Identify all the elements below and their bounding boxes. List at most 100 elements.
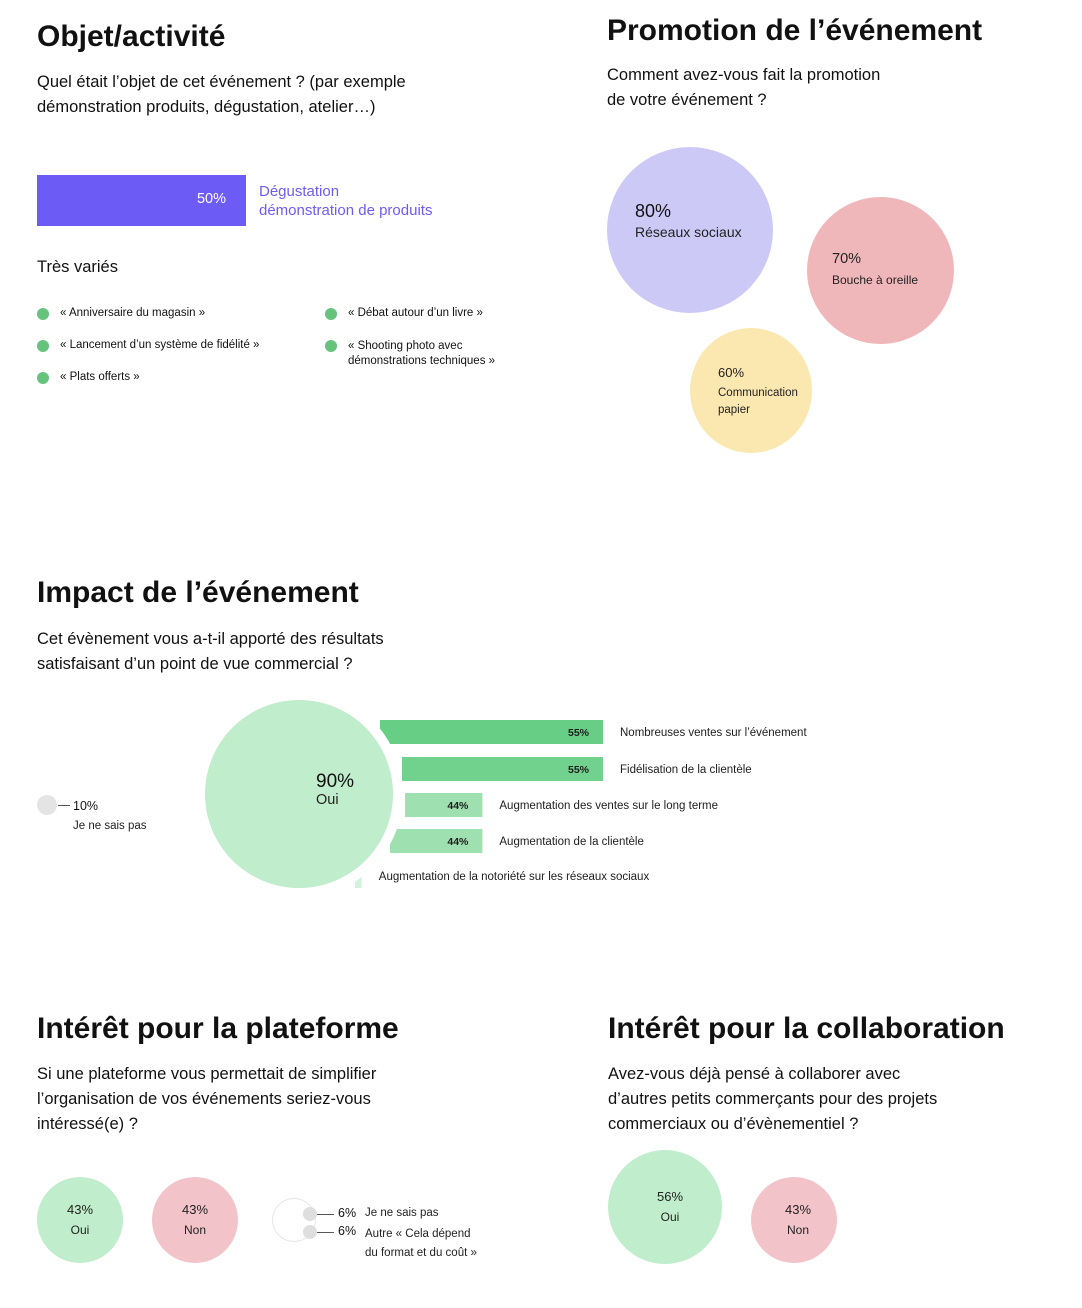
plateforme-non-bubble [152,1177,238,1263]
collaboration-oui-label: Oui [660,1210,680,1224]
plateforme-autre-label-line2: du format et du coût » [365,1247,477,1259]
impact-nsp-leader [58,805,70,806]
plateforme-question: Si une plateforme vous permettait de sim… [37,1062,376,1137]
promo-bouche-value: 70% [832,251,862,267]
plateforme-non-value: 43% [181,1202,209,1217]
promo-papier-label-line1: Communication [718,387,798,399]
collaboration-non-bubble [751,1177,837,1263]
impact-bar-label: Augmentation de la notoriété sur les rés… [379,871,650,883]
plateforme-question-line2: l’organisation de vos événements seriez-… [37,1090,371,1108]
impact-nsp-label: Je ne sais pas [73,820,147,832]
objet-title: Objet/activité [37,20,226,53]
impact-oui-value: 90% [316,771,355,792]
promo-bouche-label: Bouche à oreille [832,273,919,287]
impact-bar-value: 44% [447,836,469,848]
promotion-title: Promotion de l’événement [607,14,983,47]
impact-oui-text: 90% Oui [316,771,355,809]
bullet-item-line2: démonstrations techniques » [348,355,496,367]
objet-bar-label: Dégustation démonstration de produits [259,182,432,220]
promotion-question: Comment avez-vous fait la promotion de v… [607,63,880,113]
impact-question-line2: satisfaisant d’un point de vue commercia… [37,655,353,673]
plateforme-autre-dot [303,1225,317,1239]
collaboration-title: Intérêt pour la collaboration [608,1012,1005,1045]
plateforme-oui-value: 43% [66,1202,94,1217]
promo-bubble-papier-text: 60% Communication papier [718,364,798,419]
bullet-item: « Lancement d’un système de fidélité » [60,339,260,351]
impact-question: Cet évènement vous a-t-il apporté des ré… [37,627,384,677]
promo-reseaux-label: Réseaux sociaux [635,224,742,240]
promo-bubble-reseaux-text: 80% Réseaux sociaux [635,201,742,241]
plateforme-nsp-dot [303,1207,317,1221]
collaboration-question-line3: commerciaux ou d’évènementiel ? [608,1115,859,1133]
promo-bubble-reseaux [607,147,773,313]
bullet-dot [37,340,49,352]
impact-bar [405,793,483,817]
bullet-dot [37,308,49,320]
impact-bar-label: Fidélisation de la clientèle [620,764,752,776]
promotion-question-line1: Comment avez-vous fait la promotion [607,66,881,84]
plateforme-autre-value: 6% [338,1224,357,1238]
collaboration-question-line2: d’autres petits commerçants pour des pro… [608,1090,938,1108]
plateforme-non-label: Non [183,1223,206,1237]
impact-nsp-bubble [37,795,57,815]
bullet-dot [325,340,337,352]
impact-bar [402,757,603,781]
impact-bar-label: Nombreuses ventes sur l’événement [620,727,807,739]
impact-bar-chart: 55% Nombreuses ventes sur l’événement 55% F… [327,720,807,888]
impact-bar-value: 44% [447,800,469,812]
promo-reseaux-value: 80% [635,201,672,221]
plateforme-autre-label-line1: Autre « Cela dépend [365,1228,471,1240]
impact-bar [355,864,362,888]
collaboration-non-text: 43% Non [755,1201,841,1239]
objet-bar-label-line2: démonstration de produits [259,202,433,219]
bullet-dot [37,372,49,384]
plateforme-non-text: 43% Non [152,1201,238,1239]
plateforme-question-line1: Si une plateforme vous permettait de sim… [37,1065,377,1083]
objet-bar-value: 50% [196,191,226,207]
plateforme-oui-label: Oui [70,1223,90,1237]
collaboration-non-value: 43% [784,1202,812,1217]
plateforme-oui-bubble [37,1177,123,1263]
collaboration-question: Avez-vous déjà pensé à collaborer avec d… [608,1062,937,1137]
promo-bubble-bouche [807,197,954,344]
collaboration-oui-text: 56% Oui [608,1188,732,1226]
collaboration-question-line1: Avez-vous déjà pensé à collaborer avec [608,1065,901,1083]
bullet-item: « Plats offerts » [60,371,140,383]
plateforme-autre-label: Autre « Cela dépend du format et du coût… [365,1225,477,1263]
objet-question-line1: Quel était l’objet de cet événement ? (p… [37,73,406,91]
impact-bar-label: Augmentation des ventes sur le long term… [499,800,718,812]
promo-papier-label-line2: papier [718,404,750,416]
bullet-item-line1: « Shooting photo avec [348,340,463,352]
promo-bubble-bouche-text: 70% Bouche à oreille [832,251,918,289]
plateforme-nsp-leader [317,1214,334,1215]
promotion-question-line2: de votre événement ? [607,91,767,109]
bullet-item: « Shooting photo avec démonstrations tec… [348,339,495,369]
collaboration-non-label: Non [786,1223,809,1237]
plateforme-nsp-label: Je ne sais pas [365,1207,439,1219]
plateforme-autre-leader [317,1232,334,1233]
collaboration-oui-value: 56% [656,1189,684,1204]
plateforme-title: Intérêt pour la plateforme [37,1012,399,1045]
impact-bar-value: 55% [568,764,590,776]
bullet-dot [325,308,337,320]
impact-bar [380,720,603,744]
objet-bar-label-line1: Dégustation [259,183,340,200]
impact-question-line1: Cet évènement vous a-t-il apporté des ré… [37,630,384,648]
varies-title: Très variés [37,258,118,276]
impact-oui-label: Oui [316,792,339,808]
bullet-item: « Anniversaire du magasin » [60,307,206,319]
promo-bubble-papier [690,328,812,453]
bullet-item: « Débat autour d’un livre » [348,307,483,319]
promo-papier-value: 60% [718,365,745,380]
objet-bar: 50% [37,175,246,226]
impact-title: Impact de l’événement [37,576,359,609]
impact-bar [390,829,483,853]
impact-bar-label: Augmentation de la clientèle [499,836,644,848]
collaboration-oui-bubble [608,1150,722,1264]
plateforme-nsp-value: 6% [338,1206,357,1220]
impact-oui-bubble [205,700,393,888]
plateforme-oui-text: 43% Oui [37,1201,123,1239]
impact-nsp-value: 10% [73,799,99,813]
impact-bar-value: 55% [568,727,590,739]
objet-question: Quel était l’objet de cet événement ? (p… [37,70,406,120]
